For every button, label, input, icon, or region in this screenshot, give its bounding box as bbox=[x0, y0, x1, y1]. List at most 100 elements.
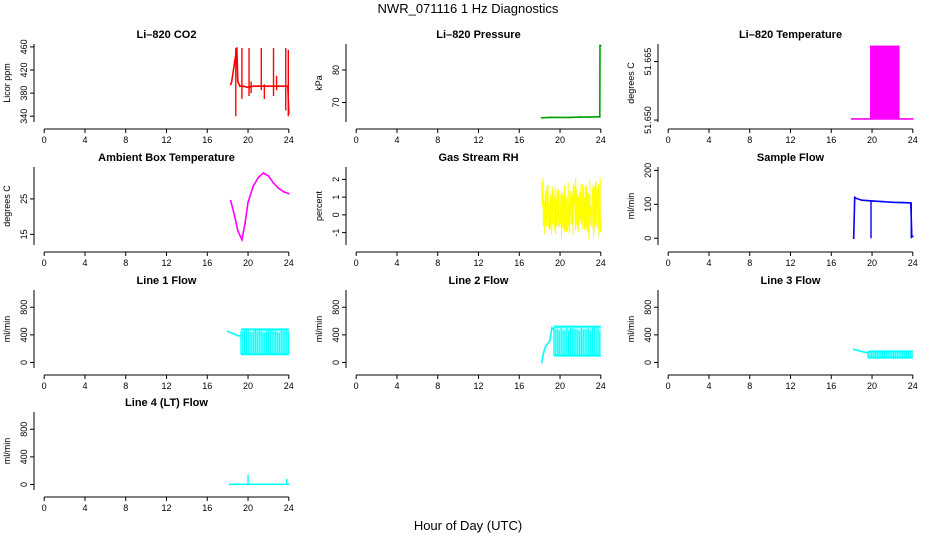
data-point bbox=[257, 176, 260, 179]
x-tick-label: 20 bbox=[243, 381, 253, 391]
data-point bbox=[862, 351, 865, 354]
x-tick-label: 12 bbox=[785, 381, 795, 391]
y-tick-label: 80 bbox=[331, 65, 341, 75]
y-tick-label: 460 bbox=[19, 39, 29, 54]
x-tick-label: 24 bbox=[596, 381, 606, 391]
data-point bbox=[267, 483, 270, 486]
x-tick-label: 8 bbox=[435, 381, 440, 391]
panel-title: Ambient Box Temperature bbox=[98, 152, 235, 164]
data-point bbox=[282, 85, 285, 88]
data-point bbox=[854, 197, 857, 200]
x-tick-label: 20 bbox=[867, 381, 877, 391]
data-series bbox=[229, 172, 290, 243]
data-point bbox=[226, 330, 229, 333]
data-point bbox=[241, 238, 243, 241]
y-tick-label: 51.650 bbox=[643, 106, 653, 134]
data-point bbox=[548, 116, 551, 119]
data-point bbox=[282, 190, 285, 193]
y-axis-label: ml/min bbox=[626, 193, 636, 220]
data-point bbox=[579, 116, 582, 119]
data-point bbox=[252, 85, 255, 88]
x-tick-label: 20 bbox=[555, 381, 565, 391]
panel-1: Li–820 CO2 0 4 8 12 16 20 24 340 380 420 460 Licor p… bbox=[2, 29, 294, 145]
x-tick-label: 24 bbox=[908, 381, 918, 391]
data-point bbox=[544, 345, 547, 347]
data-point bbox=[850, 117, 853, 120]
y-axis-label: ml/min bbox=[2, 316, 12, 343]
x-tick-label: 12 bbox=[161, 381, 171, 391]
data-point bbox=[901, 201, 904, 204]
x-tick-label: 20 bbox=[243, 135, 253, 145]
x-tick-label: 24 bbox=[908, 258, 918, 268]
panel-4: Ambient Box Temperature 0 4 8 12 16 20 24 15 25 de… bbox=[2, 152, 294, 268]
x-tick-label: 8 bbox=[435, 258, 440, 268]
x-tick-label: 12 bbox=[161, 135, 171, 145]
y-tick-label: 2 bbox=[331, 177, 341, 182]
data-point bbox=[540, 361, 543, 364]
y-tick-label: 0 bbox=[643, 236, 653, 241]
data-point bbox=[247, 201, 249, 204]
x-tick-label: 20 bbox=[555, 258, 565, 268]
x-tick-label: 16 bbox=[826, 135, 836, 145]
panel-6: Sample Flow 0 4 8 12 16 20 24 0 100 200 ml/min bbox=[626, 152, 918, 268]
data-point bbox=[229, 83, 232, 86]
x-tick-label: 16 bbox=[514, 135, 524, 145]
x-tick-label: 8 bbox=[435, 135, 440, 145]
x-tick-label: 0 bbox=[354, 258, 359, 268]
panel-title: Line 1 Flow bbox=[137, 275, 197, 287]
y-tick-label: -1 bbox=[331, 229, 341, 237]
data-point bbox=[231, 332, 234, 335]
data-point bbox=[267, 174, 270, 177]
x-tick-label: 0 bbox=[42, 135, 47, 145]
x-tick-label: 0 bbox=[42, 503, 47, 513]
y-tick-label: 420 bbox=[19, 62, 29, 77]
x-tick-label: 16 bbox=[202, 258, 212, 268]
y-tick-label: 70 bbox=[331, 97, 341, 107]
y-tick-label: 0 bbox=[643, 360, 653, 365]
x-tick-label: 16 bbox=[514, 381, 524, 391]
data-point bbox=[236, 80, 239, 83]
data-point bbox=[277, 483, 280, 486]
x-tick-label: 4 bbox=[394, 381, 399, 391]
x-tick-label: 8 bbox=[747, 135, 752, 145]
x-tick-label: 16 bbox=[514, 258, 524, 268]
x-tick-label: 16 bbox=[202, 135, 212, 145]
y-tick-label: 400 bbox=[643, 327, 653, 342]
data-point bbox=[236, 229, 239, 232]
data-point bbox=[233, 215, 236, 218]
x-tick-label: 0 bbox=[42, 381, 47, 391]
data-point bbox=[287, 192, 290, 195]
data-point bbox=[229, 199, 232, 202]
x-tick-label: 12 bbox=[161, 258, 171, 268]
panel-title: Sample Flow bbox=[757, 152, 825, 164]
page-title: NWR_071116 1 Hz Diagnostics bbox=[377, 1, 559, 16]
data-point bbox=[257, 483, 260, 486]
data-point bbox=[559, 116, 561, 119]
y-tick-label: 100 bbox=[643, 197, 653, 212]
data-point bbox=[540, 116, 543, 119]
data-series bbox=[540, 326, 555, 363]
x-tick-label: 24 bbox=[284, 135, 294, 145]
x-tick-label: 8 bbox=[123, 381, 128, 391]
y-tick-label: 800 bbox=[19, 422, 29, 437]
x-tick-label: 24 bbox=[284, 258, 294, 268]
x-tick-label: 0 bbox=[354, 381, 359, 391]
y-tick-label: 800 bbox=[331, 300, 341, 315]
panel-3: Li–820 Temperature 0 4 8 12 16 20 24 51.650 51.66… bbox=[626, 29, 918, 145]
data-point bbox=[277, 187, 280, 190]
data-series bbox=[541, 177, 602, 240]
y-axis-label: percent bbox=[314, 190, 324, 221]
y-tick-label: 0 bbox=[331, 360, 341, 365]
x-tick-label: 4 bbox=[394, 135, 399, 145]
x-tick-label: 0 bbox=[666, 381, 671, 391]
x-tick-label: 4 bbox=[706, 381, 711, 391]
y-tick-label: 51.665 bbox=[643, 48, 653, 76]
y-tick-label: 400 bbox=[331, 327, 341, 342]
panel-title: Line 4 (LT) Flow bbox=[125, 397, 208, 409]
y-axis-label: ml/min bbox=[314, 316, 324, 343]
y-tick-label: 800 bbox=[643, 300, 653, 315]
x-tick-label: 24 bbox=[284, 503, 294, 513]
y-tick-label: 400 bbox=[19, 327, 29, 342]
